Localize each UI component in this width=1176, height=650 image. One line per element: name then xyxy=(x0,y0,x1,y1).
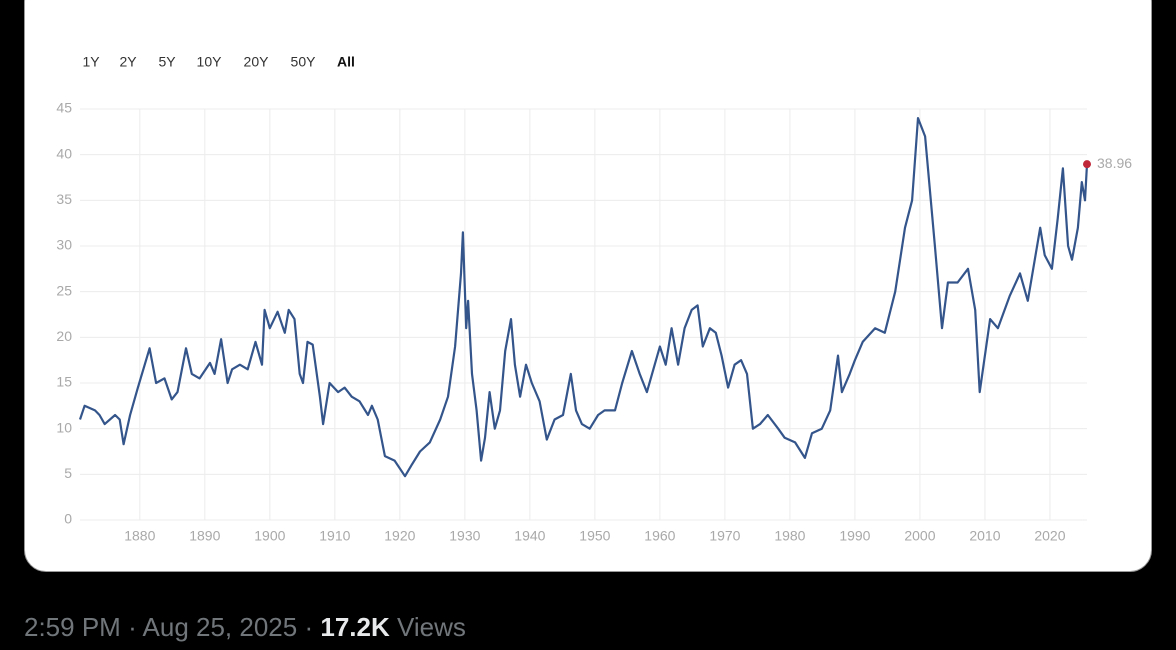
x-tick-label: 2000 xyxy=(904,528,935,544)
y-tick-label: 35 xyxy=(56,191,72,207)
views-label: Views xyxy=(397,612,466,642)
view-count: 17.2K xyxy=(320,612,390,642)
y-tick-label: 40 xyxy=(56,145,72,161)
x-tick-label: 1920 xyxy=(384,528,415,544)
x-tick-label: 1970 xyxy=(709,528,740,544)
y-tick-label: 25 xyxy=(56,282,72,298)
x-tick-label: 1930 xyxy=(449,528,480,544)
range-button[interactable]: 2Y xyxy=(119,54,137,70)
x-tick-label: 1890 xyxy=(189,528,220,544)
range-button[interactable]: 50Y xyxy=(291,54,317,70)
x-tick-label: 1990 xyxy=(839,528,870,544)
y-tick-label: 15 xyxy=(56,374,72,390)
range-button[interactable]: 1Y xyxy=(82,54,100,70)
range-button[interactable]: 20Y xyxy=(244,54,270,70)
time: 2:59 PM xyxy=(24,612,121,642)
x-tick-label: 1880 xyxy=(124,528,155,544)
x-tick-label: 2010 xyxy=(969,528,1000,544)
date: Aug 25, 2025 xyxy=(142,612,298,642)
x-tick-label: 1940 xyxy=(514,528,545,544)
x-tick-label: 1980 xyxy=(774,528,805,544)
x-tick-label: 1950 xyxy=(579,528,610,544)
separator: · xyxy=(128,612,137,642)
chart: 1Y 2Y 5Y 10Y 20Y 50Y All 0 5 10 15 20 25 30 35 40 45 1880… xyxy=(56,54,1132,544)
latest-point xyxy=(1083,160,1091,169)
range-button[interactable]: All xyxy=(337,54,355,70)
y-tick-label: 10 xyxy=(56,419,72,435)
range-button[interactable]: 5Y xyxy=(158,54,176,70)
y-tick-label: 45 xyxy=(56,100,72,116)
tweet-card xyxy=(24,0,1152,572)
range-button[interactable]: 10Y xyxy=(197,54,223,70)
x-tick-label: 1910 xyxy=(319,528,350,544)
y-tick-label: 20 xyxy=(56,328,72,344)
x-tick-label: 1960 xyxy=(644,528,675,544)
y-tick-label: 5 xyxy=(64,465,72,481)
separator: · xyxy=(304,612,314,642)
data-line xyxy=(78,117,1089,478)
x-tick-label: 2020 xyxy=(1034,528,1065,544)
x-tick-label: 1900 xyxy=(254,528,285,544)
y-tick-label: 30 xyxy=(56,237,72,253)
tweet-meta: 2:59 PM · Aug 25, 2025 · 17.2K Views xyxy=(24,612,466,643)
y-tick-label: 0 xyxy=(64,511,72,527)
latest-value-label: 38.96 xyxy=(1097,155,1132,171)
